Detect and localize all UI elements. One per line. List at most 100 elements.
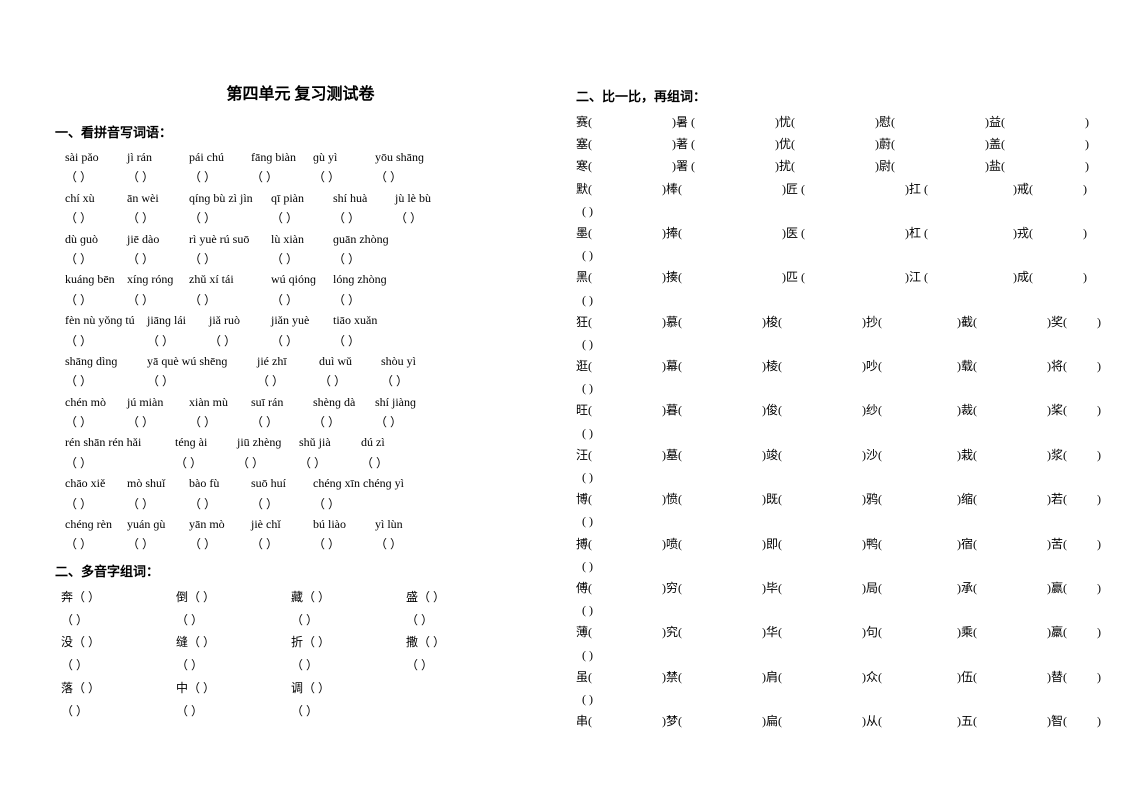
compare-char: 赛( <box>576 111 592 133</box>
compare-row: 搏() 喷() 即() 鸭() 宿() 苦() <box>576 533 1067 555</box>
compare-char: 旺( <box>576 399 592 421</box>
compare-row: 虽() 禁() 肩() 众() 伍() 替() <box>576 666 1067 688</box>
pinyin-word: dù ɡuò <box>65 229 127 249</box>
pinyin-word: ɡuān zhònɡ <box>333 229 415 249</box>
compare-row-tail: ( ) <box>576 422 1067 444</box>
answer-blank: （ ） <box>271 249 333 269</box>
dyz-blank: （ ） <box>406 654 521 677</box>
paren-close: ) <box>1097 492 1101 506</box>
compare-char: 纱( <box>866 399 882 421</box>
compare-row: 汪() 墓() 竣() 沙() 栽() 浆() <box>576 444 1067 466</box>
pinyin-word: fèn nù yǒnɡ tú <box>65 310 147 330</box>
paren-close: ) <box>1097 537 1101 551</box>
page-title: 第四单元 复习测试卷 <box>55 80 546 104</box>
pinyin-row: chén mòjú miànxiàn mùsuī ránshènɡ dàshí … <box>65 392 546 412</box>
pinyin-word: suī rán <box>251 392 313 412</box>
answer-blank: （ ） <box>127 412 189 432</box>
pinyin-word: rì yuè rú suō <box>189 229 271 249</box>
answer-blank-row: （ ）（ ）（ ）（ ）（ ）（ ） <box>65 534 546 554</box>
compare-char: 狂( <box>576 311 592 333</box>
compare-row-tail: ( ) <box>576 599 1067 621</box>
answer-blank: （ ） <box>313 494 423 514</box>
compare-row-tail: ( ) <box>576 333 1067 355</box>
pinyin-row: chí xùān wèiqínɡ bù zì jìnqī piànshí huà… <box>65 188 546 208</box>
compare-char: 桨( <box>1051 399 1067 421</box>
compare-char: 墨( <box>576 222 592 244</box>
compare-char: 成( <box>1017 266 1033 288</box>
dyz-char: 倒（ ） <box>176 586 291 609</box>
pinyin-word: chén mò <box>65 392 127 412</box>
compare-char: 究( <box>666 621 682 643</box>
compare-row-tail: ( ) <box>576 510 1067 532</box>
pinyin-word: yōu shānɡ <box>375 147 437 167</box>
answer-blank: （ ） <box>271 290 333 310</box>
answer-blank: （ ） <box>333 331 395 351</box>
paren-close: ) <box>1083 270 1087 284</box>
pinyin-word: jì rán <box>127 147 189 167</box>
compare-row: 寒()署 ()扰()尉()盐() <box>576 155 1067 177</box>
compare-char: 穷( <box>666 577 682 599</box>
compare-char: 医 ( <box>786 222 805 244</box>
dyz-row-blank: （ ） （ ） （ ） （ ） <box>61 654 546 677</box>
compare-char: 扁( <box>766 710 782 732</box>
dyz-blank: （ ） <box>61 700 176 723</box>
answer-blank: （ ） <box>147 331 209 351</box>
dyz-char: 缝（ ） <box>176 631 291 654</box>
dyz-row-blank: （ ） （ ） （ ） <box>61 700 546 723</box>
compare-char: 暑 ( <box>676 111 695 133</box>
pinyin-word: shí jiànɡ <box>375 392 437 412</box>
pinyin-word: tiāo xuǎn <box>333 310 395 330</box>
compare-char: 局( <box>866 577 882 599</box>
section-3-heading: 二、比一比，再组词： <box>576 86 1067 105</box>
paren-close: ) <box>1097 714 1101 728</box>
compare-char: 扛 ( <box>909 178 928 200</box>
pinyin-word: sài pǎo <box>65 147 127 167</box>
answer-blank: （ ） <box>237 453 299 473</box>
answer-blank-row: （ ）（ ）（ ）（ ）（ ）（ ） <box>65 167 546 187</box>
answer-blank-row: （ ）（ ）（ ）（ ）（ ） <box>65 331 546 351</box>
compare-char: 沙( <box>866 444 882 466</box>
answer-blank: （ ） <box>65 249 127 269</box>
answer-blank: （ ） <box>361 453 423 473</box>
pinyin-word: chí xù <box>65 188 127 208</box>
compare-char: 黑( <box>576 266 592 288</box>
paren-close: ) <box>1097 448 1101 462</box>
right-column: 二、比一比，再组词： 赛()暑 ()忧()慰()益()塞()著 ()优()蔚()… <box>576 80 1067 753</box>
dyz-blank: （ ） <box>291 609 406 632</box>
answer-blank: （ ） <box>319 371 381 391</box>
pinyin-word: pái chú <box>189 147 251 167</box>
paren-close: ) <box>1097 670 1101 684</box>
pinyin-word: lù xiàn <box>271 229 333 249</box>
answer-blank: （ ） <box>127 249 189 269</box>
paren-close: ) <box>1085 137 1089 151</box>
compare-char: 盐( <box>989 155 1005 177</box>
compare-char: 羸( <box>1051 621 1067 643</box>
compare-char: 截( <box>961 311 977 333</box>
answer-blank: （ ） <box>375 534 437 554</box>
answer-blank: （ ） <box>65 331 147 351</box>
compare-char: 智( <box>1051 710 1067 732</box>
compare-row: 黑() 揍() 匹 () 江 () 成() <box>576 266 1067 288</box>
compare-row: 博() 愤() 既() 鸦() 缩() 若() <box>576 488 1067 510</box>
compare-row: 串() 梦() 扁() 从() 五() 智() <box>576 710 1067 732</box>
compare-row-tail: ( ) <box>576 200 1067 222</box>
dyz-char: 撒（ ） <box>406 631 521 654</box>
pinyin-word: duì wǔ <box>319 351 381 371</box>
compare-char: 杠 ( <box>909 222 928 244</box>
answer-blank: （ ） <box>375 167 437 187</box>
compare-char: 若( <box>1051 488 1067 510</box>
compare-char: 扰( <box>779 155 795 177</box>
compare-char: 汪( <box>576 444 592 466</box>
compare-char: 即( <box>766 533 782 555</box>
answer-blank: （ ） <box>127 290 189 310</box>
compare-char: 虽( <box>576 666 592 688</box>
dyz-char: 中（ ） <box>176 677 291 700</box>
pinyin-word: rén shān rén hǎi <box>65 432 175 452</box>
answer-blank: （ ） <box>189 290 271 310</box>
paren-close: ) <box>1083 182 1087 196</box>
compare-row-tail: ( ) <box>576 377 1067 399</box>
answer-blank: （ ） <box>189 494 251 514</box>
pinyin-word: chāo xiě <box>65 473 127 493</box>
pinyin-word: jú miàn <box>127 392 189 412</box>
compare-char: 华( <box>766 621 782 643</box>
